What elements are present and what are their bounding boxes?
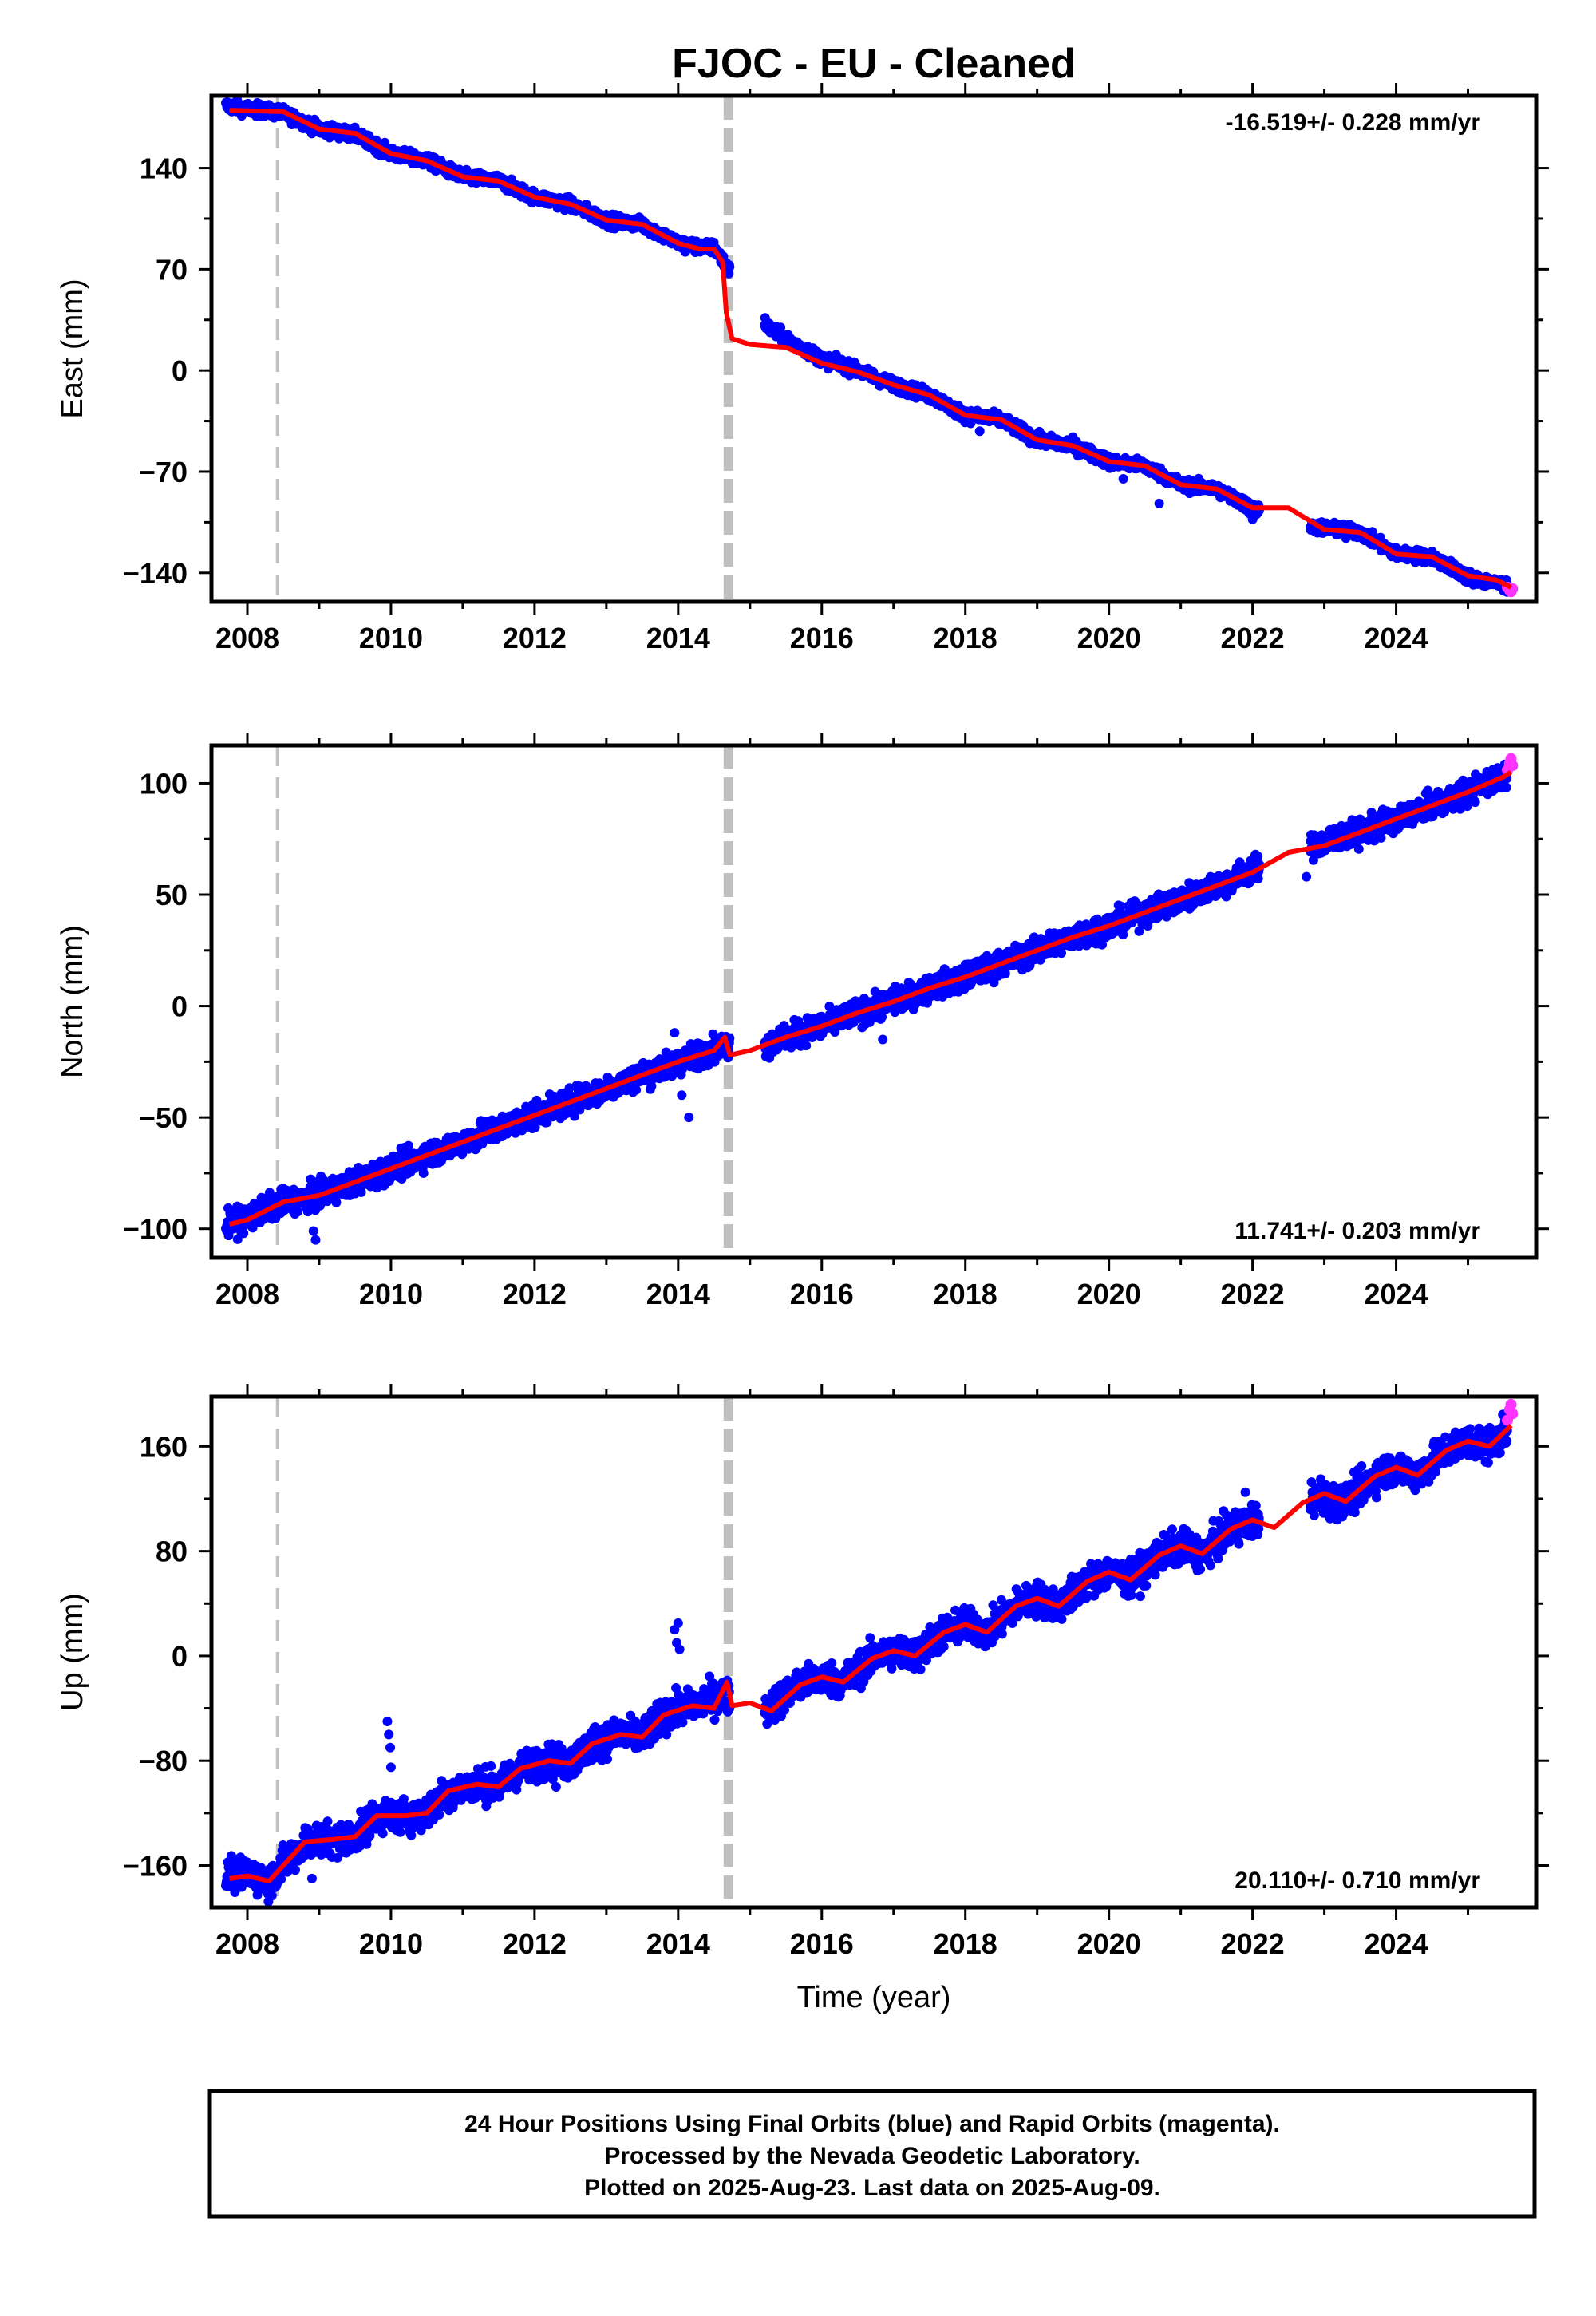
east-x-axis: 2008 2010 2012 2014 2016 2018 2020 2022 2024 [215, 83, 1470, 654]
east-y-axis-label: East (mm) [56, 279, 89, 418]
north-final-point [631, 1085, 642, 1095]
east-y-tick-label: 70 [156, 253, 188, 286]
figure-title: FJOC - EU - Cleaned [672, 41, 1076, 87]
east-y-tick-label: 140 [140, 152, 188, 185]
north-final-point [293, 1207, 302, 1217]
north-final-point [877, 1012, 887, 1022]
north-final-point [646, 1081, 657, 1091]
panels: 2008 2010 2012 2014 2016 2018 2020 2022 2024 −140… [56, 83, 1549, 1960]
east-x-tick-label: 2024 [1365, 622, 1428, 654]
east-x-tick-label: 2010 [359, 622, 423, 654]
north-final-point [418, 1168, 429, 1178]
east-y-tick-label: −140 [123, 557, 188, 590]
east-y-axis: −140 −70 0 70 140 [123, 152, 1549, 590]
east-panel: 2008 2010 2012 2014 2016 2018 2020 2022 2024 −140… [56, 83, 1549, 654]
east-x-tick-label: 2014 [646, 622, 710, 654]
east-final-point [1154, 498, 1164, 508]
east-rate-label: -16.519+/- 0.228 mm/yr [1226, 109, 1481, 136]
east-final-point [680, 247, 690, 257]
east-x-tick-label: 2018 [934, 622, 998, 654]
east-y-tick-label: 0 [172, 354, 188, 387]
north-final-point [239, 1228, 249, 1239]
north-final-point [302, 1207, 313, 1217]
east-final-point [974, 426, 985, 437]
east-y-tick-label: −70 [139, 456, 188, 488]
east-final-points [221, 96, 1512, 597]
east-final-point [1247, 514, 1258, 524]
east-frame [209, 93, 1539, 604]
north-final-points [221, 759, 1512, 1245]
east-x-tick-label: 2022 [1221, 622, 1285, 654]
north-final-point [403, 1140, 413, 1151]
north-final-point [356, 1187, 366, 1197]
east-final-point [407, 159, 417, 169]
north-plot-area [221, 745, 1519, 1258]
east-x-tick-label: 2008 [215, 622, 279, 654]
north-final-point [331, 1197, 342, 1207]
east-final-point [725, 262, 735, 272]
east-x-tick-label: 2012 [503, 622, 567, 654]
east-final-point [1118, 474, 1128, 484]
north-final-point [786, 1042, 796, 1053]
east-model-line [229, 108, 1512, 590]
north-panel: 2008 2010 2012 2014 2016 2018 2020 2022 2024−100… [56, 733, 1549, 1310]
east-x-tick-label: 2016 [790, 622, 854, 654]
north-final-point [487, 1115, 497, 1125]
east-plot-area [221, 96, 1519, 602]
north-final-point [989, 978, 999, 988]
east-x-tick-label: 2020 [1077, 622, 1141, 654]
east-final-point [1341, 533, 1351, 543]
north-final-point [801, 1041, 812, 1051]
